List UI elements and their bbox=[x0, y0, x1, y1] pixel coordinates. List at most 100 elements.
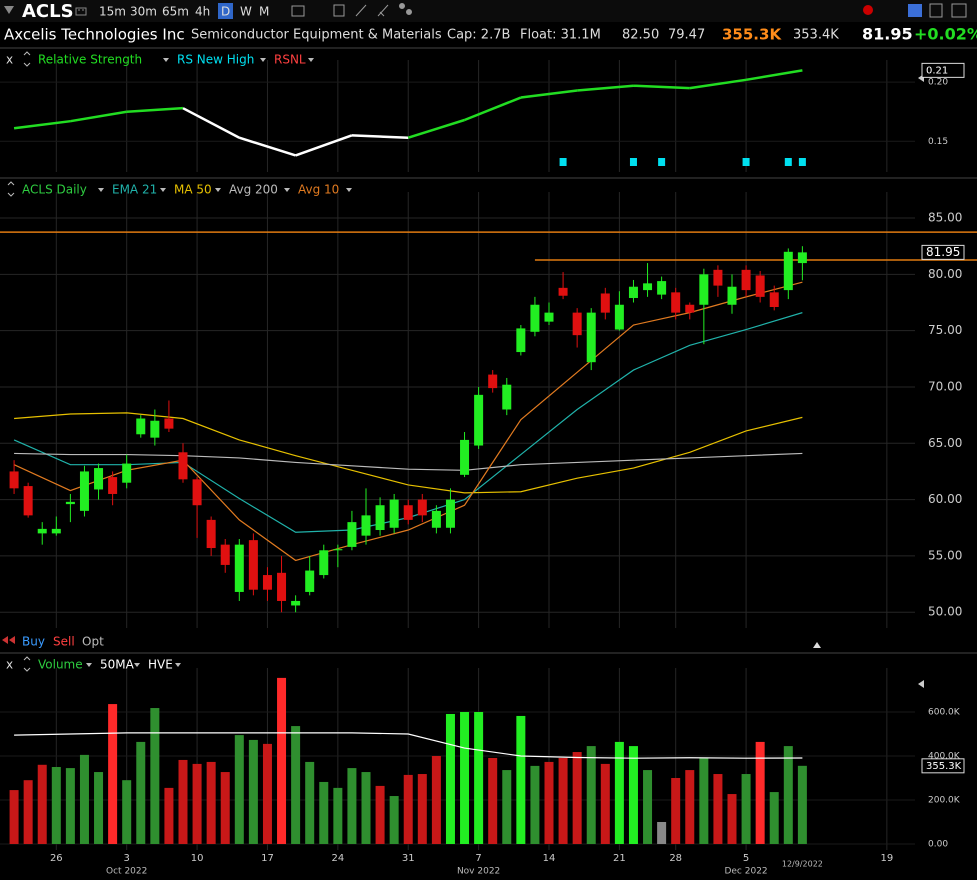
candle-body bbox=[347, 522, 357, 547]
rs-line-segment bbox=[520, 89, 578, 99]
legend-dropdown[interactable] bbox=[284, 188, 290, 192]
legend-dropdown[interactable] bbox=[260, 58, 266, 62]
candle-body bbox=[474, 394, 484, 446]
candle-body bbox=[37, 528, 47, 534]
icon[interactable] bbox=[355, 4, 367, 17]
x-tick-label: 24 bbox=[331, 853, 344, 864]
day-high: 82.50 bbox=[622, 28, 659, 43]
icon[interactable] bbox=[951, 3, 967, 18]
interval-button[interactable]: 65m bbox=[162, 5, 189, 19]
interval-button[interactable]: 4h bbox=[195, 5, 210, 19]
legend-entry[interactable]: Relative Strength bbox=[38, 53, 142, 67]
trade-icon[interactable] bbox=[2, 636, 15, 644]
volume-bar bbox=[586, 746, 596, 844]
interval-button[interactable]: 15m bbox=[99, 5, 126, 19]
rs-line-segment bbox=[407, 118, 465, 139]
rs-new-high-marker bbox=[798, 158, 806, 166]
icon[interactable] bbox=[291, 5, 305, 17]
volume-bar bbox=[37, 764, 47, 844]
legend-dropdown[interactable] bbox=[160, 188, 166, 192]
candle-body bbox=[797, 252, 807, 264]
legend-entry[interactable]: ACLS Daily bbox=[22, 183, 87, 197]
candle-body bbox=[262, 575, 272, 590]
symbol[interactable]: ACLS bbox=[22, 1, 74, 22]
volume-bar bbox=[643, 770, 653, 844]
candle-body bbox=[600, 293, 610, 313]
legend-entry[interactable]: 50MA bbox=[100, 658, 135, 672]
legend-entry[interactable]: Volume bbox=[38, 658, 83, 672]
x-tick-label: 3 bbox=[124, 853, 130, 864]
month-label: Nov 2022 bbox=[457, 867, 500, 877]
ma-line bbox=[13, 281, 803, 562]
volume-bar bbox=[51, 766, 61, 844]
icon[interactable] bbox=[333, 4, 345, 17]
legend-entry[interactable]: Avg 10 bbox=[298, 183, 339, 197]
volume-bar bbox=[488, 757, 498, 844]
legend-dropdown[interactable] bbox=[215, 188, 221, 192]
y-tick-label: 70.00 bbox=[928, 379, 962, 393]
legend-dropdown[interactable] bbox=[175, 663, 181, 667]
candle-body bbox=[657, 281, 667, 295]
candle-body bbox=[319, 550, 329, 576]
buy-button[interactable]: Buy bbox=[22, 635, 45, 649]
legend-entry[interactable]: EMA 21 bbox=[112, 183, 157, 197]
rs-new-high-marker bbox=[784, 158, 792, 166]
options-button[interactable]: Opt bbox=[82, 635, 104, 649]
legend-dropdown[interactable] bbox=[163, 58, 169, 62]
legend-dropdown[interactable] bbox=[308, 58, 314, 62]
candle-body bbox=[614, 304, 624, 330]
y-tick-label: 600.0K bbox=[928, 707, 961, 717]
x-tick-label: 31 bbox=[402, 853, 415, 864]
close-panel[interactable]: x bbox=[6, 658, 13, 672]
legend-entry[interactable]: Avg 200 bbox=[229, 183, 278, 197]
interval-button[interactable]: M bbox=[259, 5, 269, 19]
x-tick-label: 17 bbox=[261, 853, 274, 864]
volume-bar bbox=[94, 772, 104, 844]
volume-bar bbox=[671, 777, 681, 844]
legend-entry[interactable]: RSNL bbox=[274, 53, 306, 67]
icon[interactable] bbox=[399, 3, 405, 9]
icon[interactable] bbox=[377, 4, 389, 17]
rs-line-segment bbox=[745, 69, 803, 82]
legend-dropdown[interactable] bbox=[98, 188, 104, 192]
menu-icon[interactable] bbox=[4, 6, 14, 14]
rs-new-high-marker bbox=[658, 158, 666, 166]
volume-bar bbox=[192, 763, 202, 844]
icon[interactable] bbox=[929, 3, 943, 18]
interval-button[interactable]: D bbox=[221, 5, 230, 19]
legend-entry[interactable]: HVE bbox=[148, 658, 173, 672]
day-low: 79.47 bbox=[668, 28, 705, 43]
tool-icon[interactable] bbox=[75, 7, 87, 16]
volume-bar bbox=[403, 774, 413, 844]
scroll-marker[interactable] bbox=[813, 642, 821, 648]
interval-button[interactable]: W bbox=[240, 5, 252, 19]
legend-dropdown[interactable] bbox=[86, 663, 92, 667]
legend-entry[interactable]: RS New High bbox=[177, 53, 254, 67]
rs-new-high-marker bbox=[742, 158, 750, 166]
legend-entry[interactable]: MA 50 bbox=[174, 183, 212, 197]
volume-bar bbox=[572, 752, 582, 844]
icon[interactable] bbox=[908, 4, 922, 17]
current-value-label: 355.3K bbox=[926, 761, 962, 772]
candle-body bbox=[727, 286, 737, 305]
candle-body bbox=[488, 374, 498, 389]
candle-body bbox=[136, 418, 146, 435]
legend-dropdown[interactable] bbox=[134, 663, 140, 667]
candle-body bbox=[206, 519, 216, 549]
candle-body bbox=[108, 477, 118, 494]
icon[interactable] bbox=[406, 9, 412, 15]
interval-button[interactable]: 30m bbox=[130, 5, 157, 19]
candle-body bbox=[502, 384, 512, 410]
sell-button[interactable]: Sell bbox=[53, 635, 75, 649]
volume-bar bbox=[685, 770, 695, 844]
volume-bar bbox=[220, 772, 230, 844]
rs-line-segment bbox=[295, 134, 353, 157]
icon[interactable] bbox=[863, 5, 873, 15]
candle-body bbox=[516, 328, 526, 353]
close-panel[interactable]: x bbox=[6, 53, 13, 67]
volume-bar bbox=[164, 787, 174, 844]
y-tick-label: 80.00 bbox=[928, 267, 962, 281]
legend-dropdown[interactable] bbox=[346, 188, 352, 192]
ma-line bbox=[14, 412, 803, 494]
